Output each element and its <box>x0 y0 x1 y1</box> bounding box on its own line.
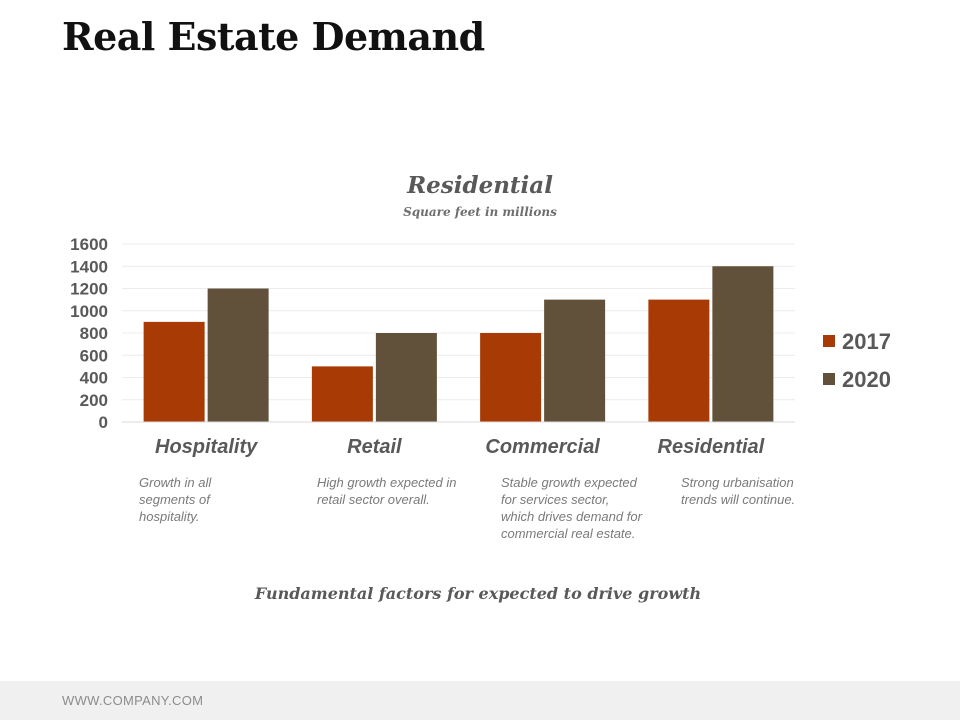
x-tick-label: Retail <box>347 436 402 458</box>
note-retail: High growth expected in retail sector ov… <box>317 475 457 507</box>
bar-hospitality-2017 <box>143 321 205 422</box>
note-hospitality: Growth in all segments of hospitality. <box>139 475 212 524</box>
chart-title: Residential <box>406 172 553 199</box>
bar-retail-2020 <box>375 333 437 422</box>
x-tick-label: Hospitality <box>155 436 258 458</box>
y-tick-label: 600 <box>80 346 108 365</box>
bar-retail-2017 <box>311 366 373 422</box>
y-tick-label: 200 <box>80 391 108 410</box>
bar-residential-2017 <box>648 299 710 422</box>
bar-commercial-2020 <box>544 299 606 422</box>
y-axis-ticks: 0 200 400 600 800 1000 1200 1400 1600 <box>70 235 108 432</box>
legend-swatch-2017 <box>823 335 835 347</box>
legend-label-2020: 2020 <box>842 367 891 392</box>
y-tick-label: 1200 <box>70 280 108 299</box>
y-tick-label: 0 <box>99 413 108 432</box>
chart-subtitle: Square feet in millions <box>403 205 557 219</box>
bar-hospitality-2020 <box>207 288 269 422</box>
legend-swatch-2020 <box>823 373 835 385</box>
note-commercial: Stable growth expected for services sect… <box>501 475 642 541</box>
note-residential: Strong urbanisation trends will continue… <box>681 475 796 507</box>
bar-residential-2020 <box>712 266 774 422</box>
bar-commercial-2017 <box>480 333 542 422</box>
page-title: Real Estate Demand <box>62 14 485 59</box>
y-tick-label: 1400 <box>70 257 108 276</box>
footer-url: WWW.COMPANY.COM <box>62 693 204 708</box>
y-tick-label: 1000 <box>70 302 108 321</box>
y-tick-label: 400 <box>80 369 108 388</box>
y-tick-label: 1600 <box>70 235 108 254</box>
chart-caption: Fundamental factors for expected to driv… <box>254 584 701 603</box>
bar-chart: Residential Square feet in millions 0 200… <box>70 172 891 603</box>
bars <box>143 266 774 422</box>
footer-bar: WWW.COMPANY.COM <box>0 681 960 720</box>
legend-label-2017: 2017 <box>842 329 891 354</box>
legend: 2017 2020 <box>823 329 891 392</box>
x-axis-labels: Hospitality Retail Commercial Residential <box>155 436 765 458</box>
x-tick-label: Commercial <box>485 436 600 458</box>
x-tick-label: Residential <box>658 436 765 458</box>
y-tick-label: 800 <box>80 324 108 343</box>
